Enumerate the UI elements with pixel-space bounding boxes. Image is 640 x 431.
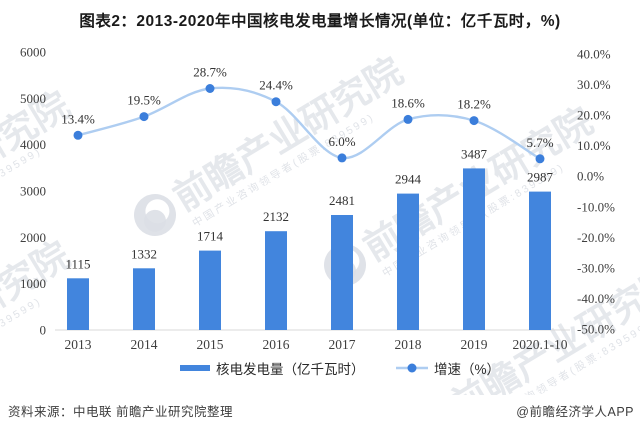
y-axis-right-tick: 20.0% bbox=[577, 108, 611, 123]
x-axis-label-2019: 2019 bbox=[461, 337, 488, 352]
x-axis-label-2014: 2014 bbox=[131, 337, 158, 352]
y-axis-left-tick: 3000 bbox=[20, 184, 46, 199]
y-axis-left-tick: 5000 bbox=[20, 91, 46, 106]
growth-value-label: 5.7% bbox=[526, 135, 553, 150]
bar-2014 bbox=[133, 268, 155, 330]
y-axis-right-tick: 10.0% bbox=[577, 138, 611, 153]
source-note: 资料来源：中电联 前瞻产业研究院整理 bbox=[8, 405, 233, 419]
bar-value-label: 1714 bbox=[197, 229, 224, 244]
bar-value-label: 1332 bbox=[131, 246, 157, 261]
growth-value-label: 28.7% bbox=[193, 65, 227, 80]
y-axis-right-tick: 30.0% bbox=[577, 77, 611, 92]
legend-bar-label: 核电发电量（亿千瓦时） bbox=[216, 362, 365, 377]
bar-value-label: 2987 bbox=[527, 170, 554, 185]
bar-2018 bbox=[397, 193, 419, 330]
legend-line-label: 增速（%） bbox=[434, 362, 500, 377]
y-axis-right-tick: -40.0% bbox=[577, 291, 615, 306]
y-axis-right-tick: -10.0% bbox=[577, 199, 615, 214]
y-axis-left-tick: 4000 bbox=[20, 137, 46, 152]
legend-line-marker-icon bbox=[407, 363, 417, 373]
bar-value-label: 2944 bbox=[395, 172, 422, 187]
growth-value-label: 18.6% bbox=[391, 95, 425, 110]
x-axis-label-2020.1-10: 2020.1-10 bbox=[512, 337, 567, 352]
x-axis-label-2016: 2016 bbox=[263, 337, 290, 352]
growth-marker-2016 bbox=[271, 97, 281, 107]
bar-value-label: 3487 bbox=[461, 146, 488, 161]
y-axis-right-tick: -30.0% bbox=[577, 260, 615, 275]
legend-bar-swatch bbox=[180, 365, 210, 371]
growth-marker-2020.1-10 bbox=[535, 154, 545, 164]
growth-marker-2013 bbox=[73, 130, 83, 140]
growth-value-label: 13.4% bbox=[61, 111, 95, 126]
growth-marker-2019 bbox=[469, 116, 479, 126]
growth-value-label: 6.0% bbox=[328, 134, 355, 149]
y-axis-left-tick: 0 bbox=[40, 323, 47, 338]
y-axis-right-tick: -50.0% bbox=[577, 322, 615, 337]
chart-title: 图表2：2013-2020年中国核电发电量增长情况(单位：亿千瓦时，%) bbox=[79, 13, 561, 30]
growth-marker-2018 bbox=[403, 114, 413, 124]
y-axis-right-tick: 0.0% bbox=[577, 169, 604, 184]
bar-2017 bbox=[331, 215, 353, 330]
credit-note: @前瞻经济学人APP bbox=[516, 405, 634, 419]
x-axis-label-2015: 2015 bbox=[197, 337, 224, 352]
combo-chart: 前瞻产业研究院中国产业咨询领导者(股票:839599)前瞻产业研究院中国产业咨询… bbox=[0, 45, 640, 396]
bar-2013 bbox=[67, 278, 89, 330]
bar-value-label: 1115 bbox=[65, 256, 90, 271]
bar-2015 bbox=[199, 250, 221, 330]
growth-marker-2014 bbox=[139, 112, 149, 122]
y-axis-left-tick: 1000 bbox=[20, 276, 46, 291]
x-axis-label-2017: 2017 bbox=[329, 337, 356, 352]
growth-value-label: 18.2% bbox=[457, 97, 491, 112]
y-axis-right-tick: -20.0% bbox=[577, 230, 615, 245]
bar-2019 bbox=[463, 168, 485, 330]
y-axis-left-tick: 2000 bbox=[20, 230, 46, 245]
growth-value-label: 19.5% bbox=[127, 93, 161, 108]
x-axis-label-2013: 2013 bbox=[65, 337, 92, 352]
x-axis-label-2018: 2018 bbox=[395, 337, 422, 352]
growth-marker-2015 bbox=[205, 84, 215, 93]
growth-value-label: 24.4% bbox=[259, 78, 293, 93]
y-axis-left-tick: 6000 bbox=[20, 45, 46, 60]
bar-value-label: 2132 bbox=[263, 209, 289, 224]
growth-marker-2017 bbox=[337, 153, 347, 163]
growth-line bbox=[76, 86, 542, 160]
bar-value-label: 2481 bbox=[329, 193, 355, 208]
y-axis-right-tick: 40.0% bbox=[577, 47, 611, 62]
bar-2016 bbox=[265, 231, 287, 330]
bar-2020.1-10 bbox=[529, 191, 551, 330]
